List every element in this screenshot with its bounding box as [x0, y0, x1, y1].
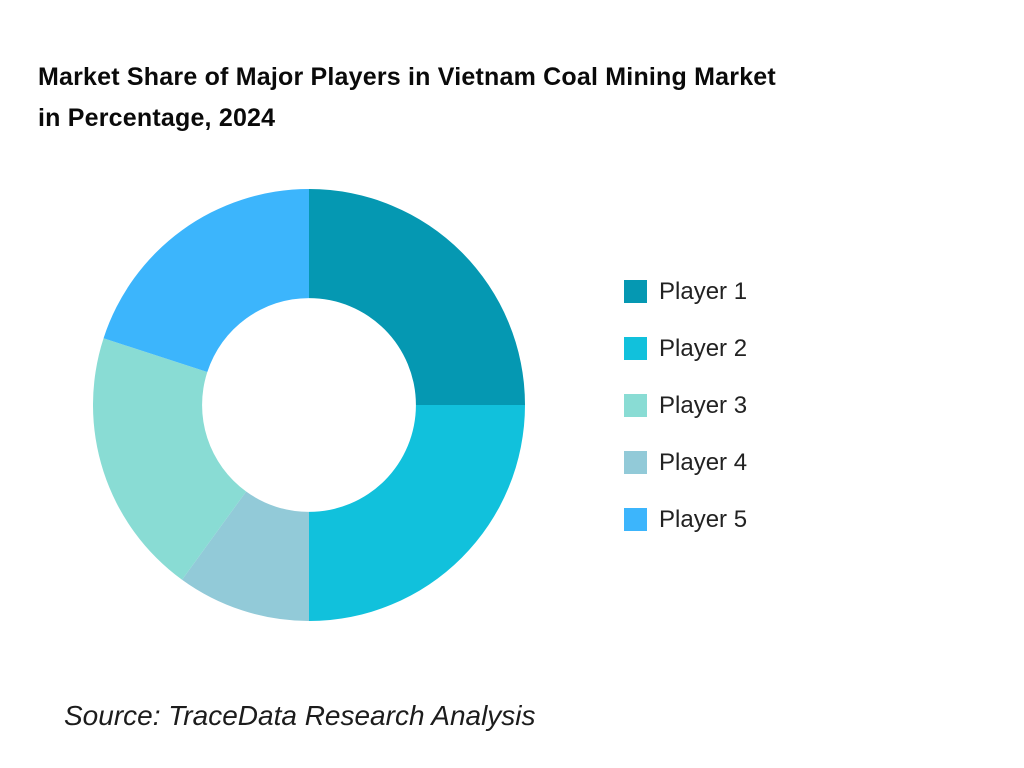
legend-swatch-player-2 [624, 337, 647, 360]
legend-item-player-3: Player 3 [624, 391, 748, 419]
legend-swatch-player-4 [624, 451, 647, 474]
legend-swatch-player-5 [624, 508, 647, 531]
donut-segment-player-4 [182, 491, 309, 621]
legend-label-player-4: Player 4 [659, 448, 748, 476]
legend-item-player-1: Player 1 [624, 277, 748, 305]
chart-title: Market Share of Major Players in Vietnam… [38, 57, 776, 139]
legend-swatch-player-3 [624, 394, 647, 417]
chart-title-line-1: Market Share of Major Players in Vietnam… [38, 63, 776, 91]
legend-swatch-player-1 [624, 280, 647, 303]
legend-label-player-3: Player 3 [659, 391, 748, 419]
source-note: Source: TraceData Research Analysis [64, 700, 536, 731]
legend-label-player-5: Player 5 [659, 505, 748, 533]
legend-item-player-2: Player 2 [624, 334, 748, 362]
donut-segment-player-1 [309, 189, 525, 405]
legend-item-player-5: Player 5 [624, 505, 748, 533]
donut-segment-player-3 [93, 338, 247, 580]
donut-chart [93, 189, 525, 621]
donut-segment-player-2 [309, 405, 525, 621]
donut-segment-player-5 [103, 189, 309, 372]
legend-label-player-1: Player 1 [659, 277, 748, 305]
legend-label-player-2: Player 2 [659, 334, 748, 362]
legend: Player 1 Player 2 Player 3 Player 4 Play… [624, 277, 748, 565]
legend-item-player-4: Player 4 [624, 448, 748, 476]
chart-title-line-2: in Percentage, 2024 [38, 104, 276, 132]
